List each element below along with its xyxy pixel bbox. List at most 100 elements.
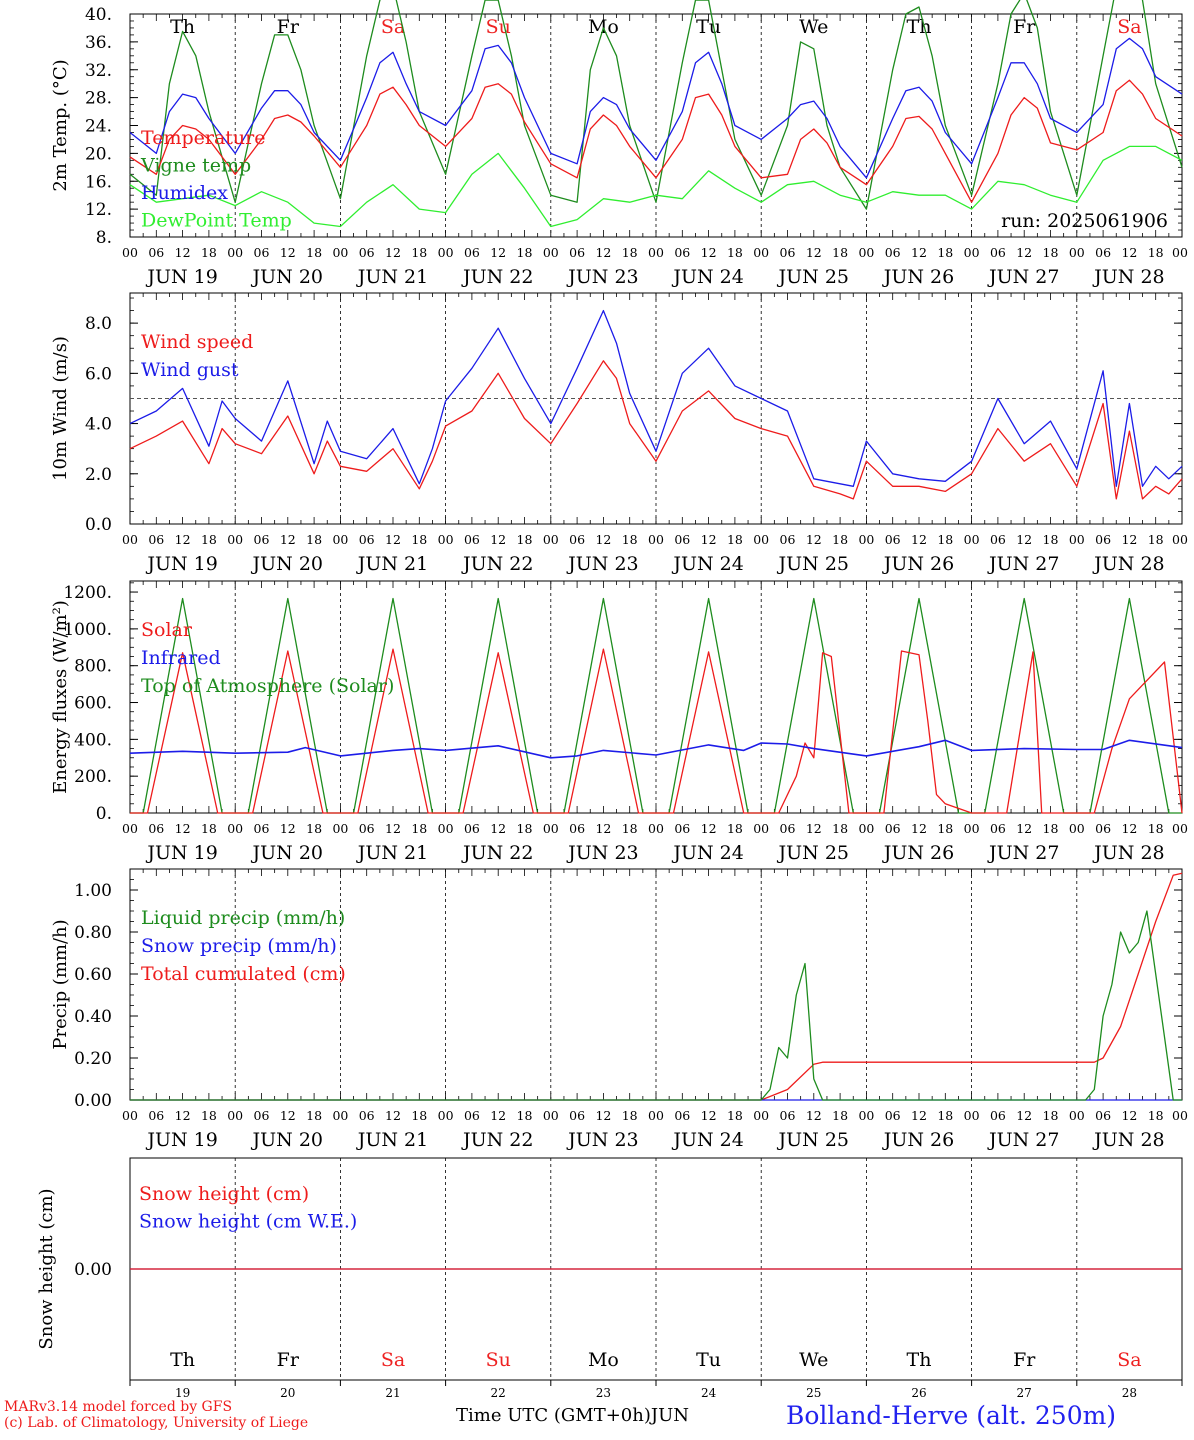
hour-tick-label: 00 xyxy=(964,821,980,836)
y-tick-label: 0.80 xyxy=(74,923,112,943)
day-number-label: 25 xyxy=(806,1386,821,1400)
hour-tick-label: 06 xyxy=(148,821,164,836)
hour-tick-label: 00 xyxy=(438,245,454,260)
hour-tick-label: 00 xyxy=(964,1108,980,1123)
hour-tick-label: 06 xyxy=(780,245,796,260)
hour-tick-label: 18 xyxy=(411,245,427,260)
date-label: JUN 24 xyxy=(671,1129,743,1151)
hour-tick-label: 18 xyxy=(727,245,743,260)
y-tick-label: 2.0 xyxy=(85,465,112,485)
weekday-label: Th xyxy=(170,1349,195,1371)
legend-entry: Snow height (cm) xyxy=(139,1183,309,1205)
hour-tick-label: 18 xyxy=(937,532,953,547)
hour-tick-label: 06 xyxy=(780,1108,796,1123)
hour-tick-label: 00 xyxy=(858,245,874,260)
legend-entry: Total cumulated (cm) xyxy=(141,963,346,985)
hour-tick-label: 00 xyxy=(1069,1108,1085,1123)
hour-tick-label: 18 xyxy=(1043,1108,1059,1123)
y-tick-label: 36. xyxy=(85,33,112,53)
hour-tick-label: 18 xyxy=(937,1108,953,1123)
hour-tick-label: 06 xyxy=(254,532,270,547)
weekday-label: Fr xyxy=(1013,1349,1036,1371)
hour-tick-label: 06 xyxy=(359,532,375,547)
y-tick-label: 28. xyxy=(85,89,112,109)
hour-tick-label: 00 xyxy=(1172,1108,1188,1123)
date-label: JUN 26 xyxy=(882,842,954,864)
model-line: MARv3.14 model forced by GFS xyxy=(4,1399,233,1415)
y-tick-label: 16. xyxy=(85,172,112,192)
hour-tick-label: 00 xyxy=(858,532,874,547)
hour-tick-label: 12 xyxy=(1016,1108,1032,1123)
hour-tick-label: 06 xyxy=(569,1108,585,1123)
y-tick-label: 12. xyxy=(85,200,112,220)
hour-tick-label: 12 xyxy=(701,532,717,547)
legend-entry: Wind gust xyxy=(141,359,239,381)
hour-tick-label: 18 xyxy=(411,821,427,836)
date-label: JUN 23 xyxy=(566,266,638,288)
legend-entry: Temperature xyxy=(141,127,265,149)
y-tick-label: 0.40 xyxy=(74,1007,112,1027)
month-label: JUN xyxy=(650,1405,690,1426)
hour-tick-label: 18 xyxy=(622,821,638,836)
weekday-label: Th xyxy=(170,16,195,38)
hour-tick-label: 06 xyxy=(990,532,1006,547)
chart-panel-1: 00 06 12 18 JUN 19 00 06 12 18 JUN 20 00 06 12 18 JUN … xyxy=(50,0,1188,288)
hour-tick-label: 12 xyxy=(595,1108,611,1123)
hour-tick-label: 00 xyxy=(1069,245,1085,260)
hour-tick-label: 18 xyxy=(937,245,953,260)
day-number-label: 28 xyxy=(1122,1386,1137,1400)
hour-tick-label: 18 xyxy=(306,532,322,547)
hour-tick-label: 00 xyxy=(1172,245,1188,260)
y-tick-label: 20. xyxy=(85,144,112,164)
date-label: JUN 23 xyxy=(566,842,638,864)
hour-tick-label: 00 xyxy=(964,245,980,260)
hour-tick-label: 00 xyxy=(438,821,454,836)
hour-tick-label: 12 xyxy=(806,245,822,260)
weekday-label: Tu xyxy=(696,1349,721,1371)
weekday-label: We xyxy=(799,1349,828,1371)
date-label: JUN 27 xyxy=(987,1129,1059,1151)
legend-entry: Vigne temp xyxy=(140,155,251,177)
hour-tick-label: 06 xyxy=(674,532,690,547)
date-label: JUN 20 xyxy=(251,553,323,575)
weekday-label: Mo xyxy=(588,16,619,38)
hour-tick-label: 12 xyxy=(175,245,191,260)
hour-tick-label: 06 xyxy=(1095,821,1111,836)
hour-tick-label: 00 xyxy=(543,532,559,547)
hour-tick-label: 00 xyxy=(1069,532,1085,547)
hour-tick-label: 18 xyxy=(622,245,638,260)
day-number-label: 24 xyxy=(701,1386,717,1400)
date-label: JUN 28 xyxy=(1092,842,1164,864)
hour-tick-label: 00 xyxy=(1172,532,1188,547)
y-tick-label: 400. xyxy=(74,730,112,750)
legend-entry: Liquid precip (mm/h) xyxy=(141,907,345,929)
hour-tick-label: 18 xyxy=(201,821,217,836)
date-label: JUN 23 xyxy=(566,1129,638,1151)
y-axis-label: Snow height (cm) xyxy=(36,1188,57,1349)
hour-tick-label: 00 xyxy=(1172,821,1188,836)
hour-tick-label: 06 xyxy=(569,532,585,547)
hour-tick-label: 12 xyxy=(385,245,401,260)
hour-tick-label: 06 xyxy=(1095,1108,1111,1123)
hour-tick-label: 06 xyxy=(885,245,901,260)
hour-tick-label: 18 xyxy=(1043,245,1059,260)
hour-tick-label: 00 xyxy=(543,1108,559,1123)
hour-tick-label: 12 xyxy=(1016,245,1032,260)
date-label: JUN 22 xyxy=(461,266,533,288)
hour-tick-label: 12 xyxy=(595,821,611,836)
date-label: JUN 25 xyxy=(777,842,849,864)
hour-tick-label: 00 xyxy=(332,821,348,836)
hour-tick-label: 06 xyxy=(1095,245,1111,260)
date-label: JUN 20 xyxy=(251,266,323,288)
hour-tick-label: 12 xyxy=(490,1108,506,1123)
hour-tick-label: 06 xyxy=(885,821,901,836)
date-label: JUN 25 xyxy=(777,553,849,575)
date-label: JUN 28 xyxy=(1092,266,1164,288)
chart-panel-5: Th 19 Fr 20 Sa 21 Su 22 Mo 23 Tu 24 We 25 Th 26 Fr 27 Sa 28… xyxy=(36,1157,1183,1400)
weekday-label: Th xyxy=(907,16,932,38)
hour-tick-label: 00 xyxy=(227,245,243,260)
day-number-label: 19 xyxy=(175,1386,190,1400)
series-line-infrared xyxy=(129,739,1183,759)
hour-tick-label: 06 xyxy=(780,821,796,836)
hour-tick-label: 12 xyxy=(280,532,296,547)
